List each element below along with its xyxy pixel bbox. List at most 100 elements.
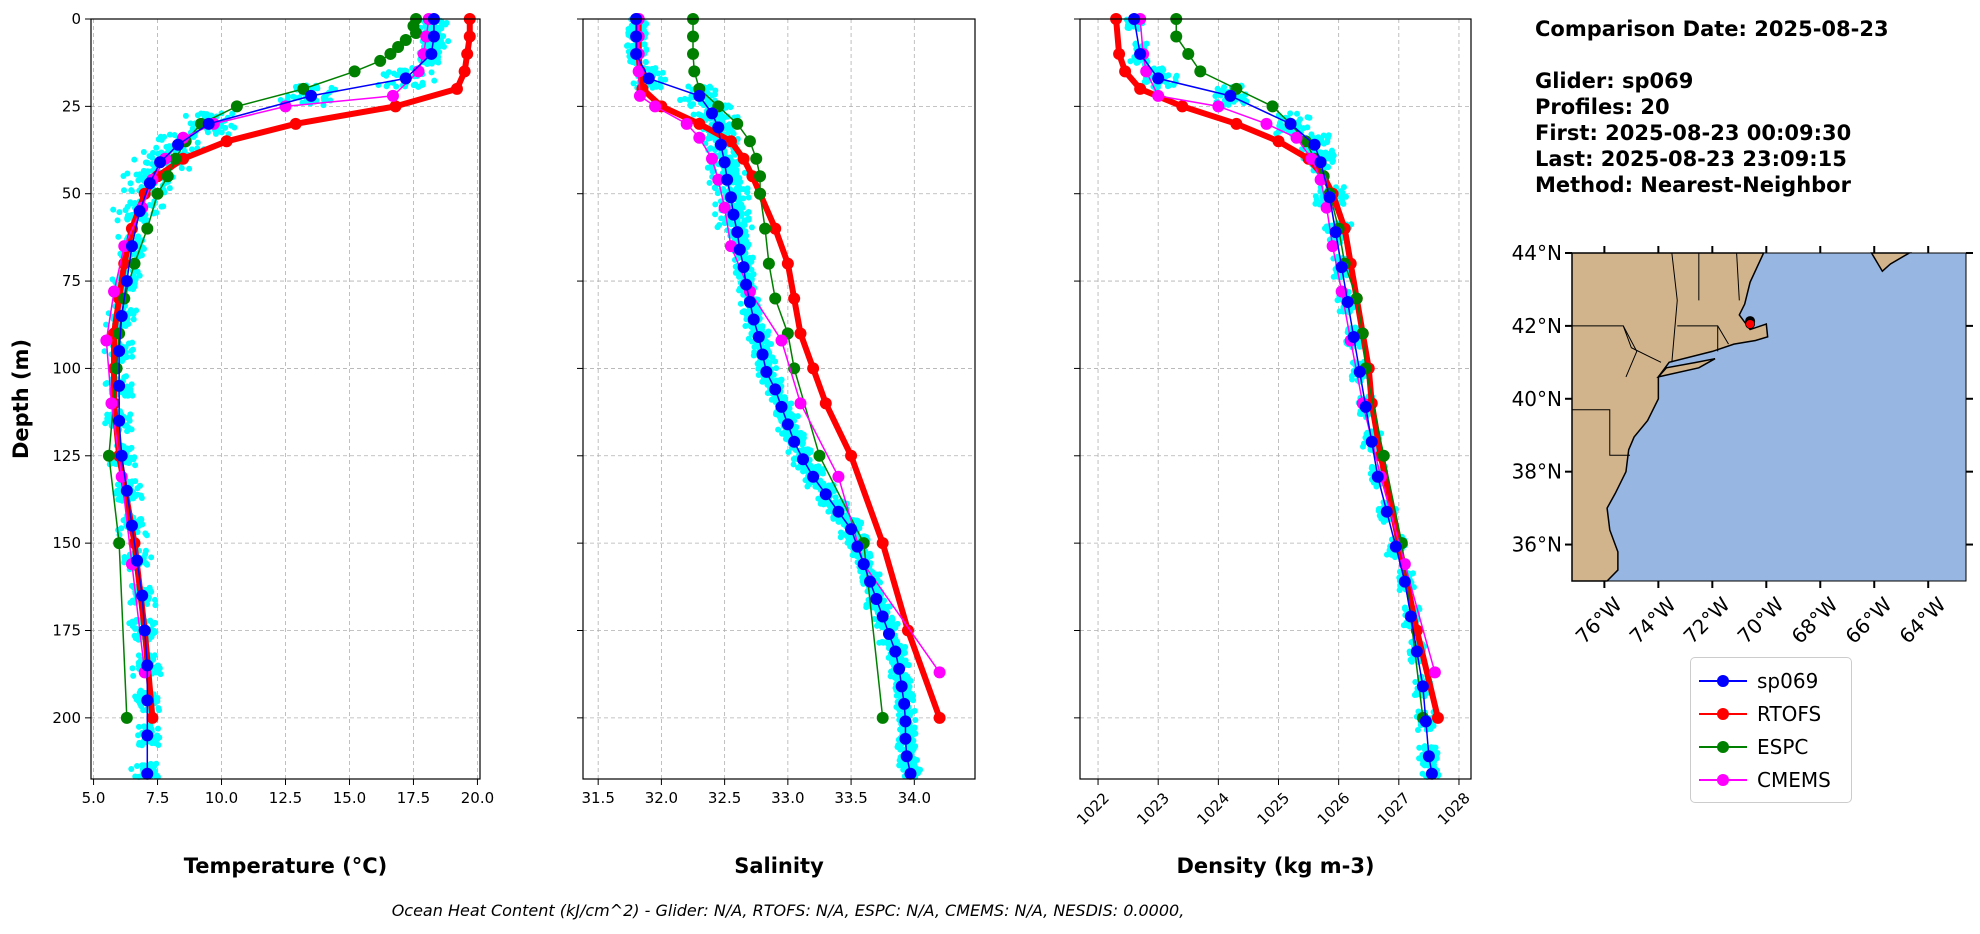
- series-marker-rtofs: [845, 449, 858, 462]
- glider-profile-point: [142, 171, 149, 178]
- series-marker-espc: [762, 257, 775, 270]
- glider-profile-point: [1166, 82, 1173, 89]
- glider-profile-point: [138, 494, 145, 501]
- series-marker-espc: [1170, 30, 1183, 43]
- series-marker-sp069: [1404, 610, 1417, 623]
- series-marker-sp069: [1425, 767, 1438, 780]
- glider-profile-point: [745, 335, 752, 342]
- glider-profile-point: [824, 499, 831, 506]
- series-marker-espc: [743, 135, 756, 148]
- legend-item-cmems: CMEMS: [1691, 763, 1851, 796]
- location-map: 36°N 38°N 40°N 42°N 44°N 76°W74°W72°W70°W68°W…: [1512, 241, 1973, 648]
- glider-profile-point: [1412, 679, 1419, 686]
- glider-profile-point: [138, 688, 145, 695]
- series-marker-sp069: [712, 121, 725, 134]
- glider-profile-point: [117, 494, 124, 501]
- series-marker-espc: [297, 82, 310, 95]
- series-marker-sp069: [1419, 715, 1432, 728]
- glider-profile-point: [745, 194, 752, 201]
- series-marker-sp069: [752, 330, 765, 343]
- glider-profile-point: [740, 186, 747, 193]
- glider-profile-point: [431, 77, 438, 84]
- glider-profile-point: [758, 326, 765, 333]
- glider-profile-point: [764, 390, 771, 397]
- glider-profile-point: [792, 455, 799, 462]
- series-marker-rtofs: [389, 100, 402, 113]
- glider-profile-point: [720, 185, 727, 192]
- glider-profile-point: [128, 582, 135, 589]
- glider-profile-point: [1165, 72, 1172, 79]
- series-marker-espc: [1299, 135, 1312, 148]
- glider-profile-point: [118, 525, 125, 532]
- glider-profile-point: [129, 665, 136, 672]
- series-marker-rtofs: [146, 711, 159, 724]
- series-marker-espc: [151, 187, 164, 200]
- series-marker-sp069: [1152, 72, 1165, 85]
- series-marker-sp069: [743, 296, 756, 309]
- glider-profile-point: [866, 550, 873, 557]
- glider-profile-point: [709, 168, 716, 175]
- glider-profile-point: [737, 300, 744, 307]
- series-marker-sp069: [705, 107, 718, 120]
- series-marker-sp069: [737, 261, 750, 274]
- glider-profile-point: [142, 217, 149, 224]
- glider-profile-point: [1428, 744, 1435, 751]
- series-marker-cmems: [794, 397, 807, 410]
- glider-profile-point: [1356, 343, 1363, 350]
- series-marker-sp069: [141, 767, 154, 780]
- glider-profile-point: [1304, 124, 1311, 131]
- glider-profile-point: [742, 237, 749, 244]
- series-marker-sp069: [120, 484, 133, 497]
- glider-profile-point: [163, 143, 170, 150]
- glider-profile-point: [130, 672, 137, 679]
- glider-profile-point: [1415, 726, 1422, 733]
- map-frame: [1571, 252, 1967, 582]
- glider-profile-point: [155, 725, 162, 732]
- glider-profile-point: [718, 215, 725, 222]
- series-marker-espc: [161, 170, 174, 183]
- glider-profile-point: [424, 60, 431, 67]
- glider-profile-point: [690, 111, 697, 118]
- glider-profile-point: [773, 365, 780, 372]
- info-panel: Comparison Date: 2025-08-23 Glider: sp06…: [1535, 16, 1889, 198]
- series-marker-sp069: [864, 575, 877, 588]
- state-border: [1736, 252, 1740, 301]
- lon-tick-label: 70°W: [1733, 592, 1789, 648]
- glider-profile-point: [712, 201, 719, 208]
- glider-profile-point: [212, 130, 219, 137]
- series-marker-cmems: [108, 285, 121, 298]
- glider-profile-point: [781, 395, 788, 402]
- lon-tick-label: 68°W: [1787, 592, 1843, 648]
- series-marker-sp069: [893, 662, 906, 675]
- series-marker-cmems: [1428, 666, 1441, 679]
- series-marker-sp069: [113, 414, 126, 427]
- series-marker-cmems: [1212, 100, 1225, 113]
- glider-profile-point: [734, 161, 741, 168]
- state-border: [1572, 409, 1631, 456]
- x-tick-label: 32.0: [645, 789, 678, 807]
- glider-profile-point: [112, 460, 119, 467]
- glider-profile-point: [149, 149, 156, 156]
- series-marker-rtofs: [724, 135, 737, 148]
- glider-profile-point: [131, 156, 138, 163]
- method: Method: Nearest-Neighbor: [1535, 173, 1851, 197]
- series-marker-sp069: [1347, 330, 1360, 343]
- glider-profile-point: [138, 703, 145, 710]
- glider-profile-point: [887, 673, 894, 680]
- glider-profile-point: [755, 365, 762, 372]
- series-marker-rtofs: [807, 362, 820, 375]
- series-marker-sp069: [136, 589, 149, 602]
- glider-profile-point: [1416, 744, 1423, 751]
- glider-profile-point: [124, 203, 131, 210]
- glider-profile-point: [772, 411, 779, 418]
- series-marker-rtofs: [220, 135, 233, 148]
- series-marker-cmems: [1320, 201, 1333, 214]
- series-marker-cmems: [100, 334, 113, 347]
- glider-profile-point: [135, 177, 142, 184]
- series-marker-espc: [399, 33, 412, 46]
- glider-profile-point: [910, 731, 917, 738]
- y-tick-label: 25: [62, 97, 81, 115]
- x-tick-label: 1027: [1374, 789, 1414, 829]
- series-marker-espc: [141, 222, 154, 235]
- series-marker-sp069: [1335, 261, 1348, 274]
